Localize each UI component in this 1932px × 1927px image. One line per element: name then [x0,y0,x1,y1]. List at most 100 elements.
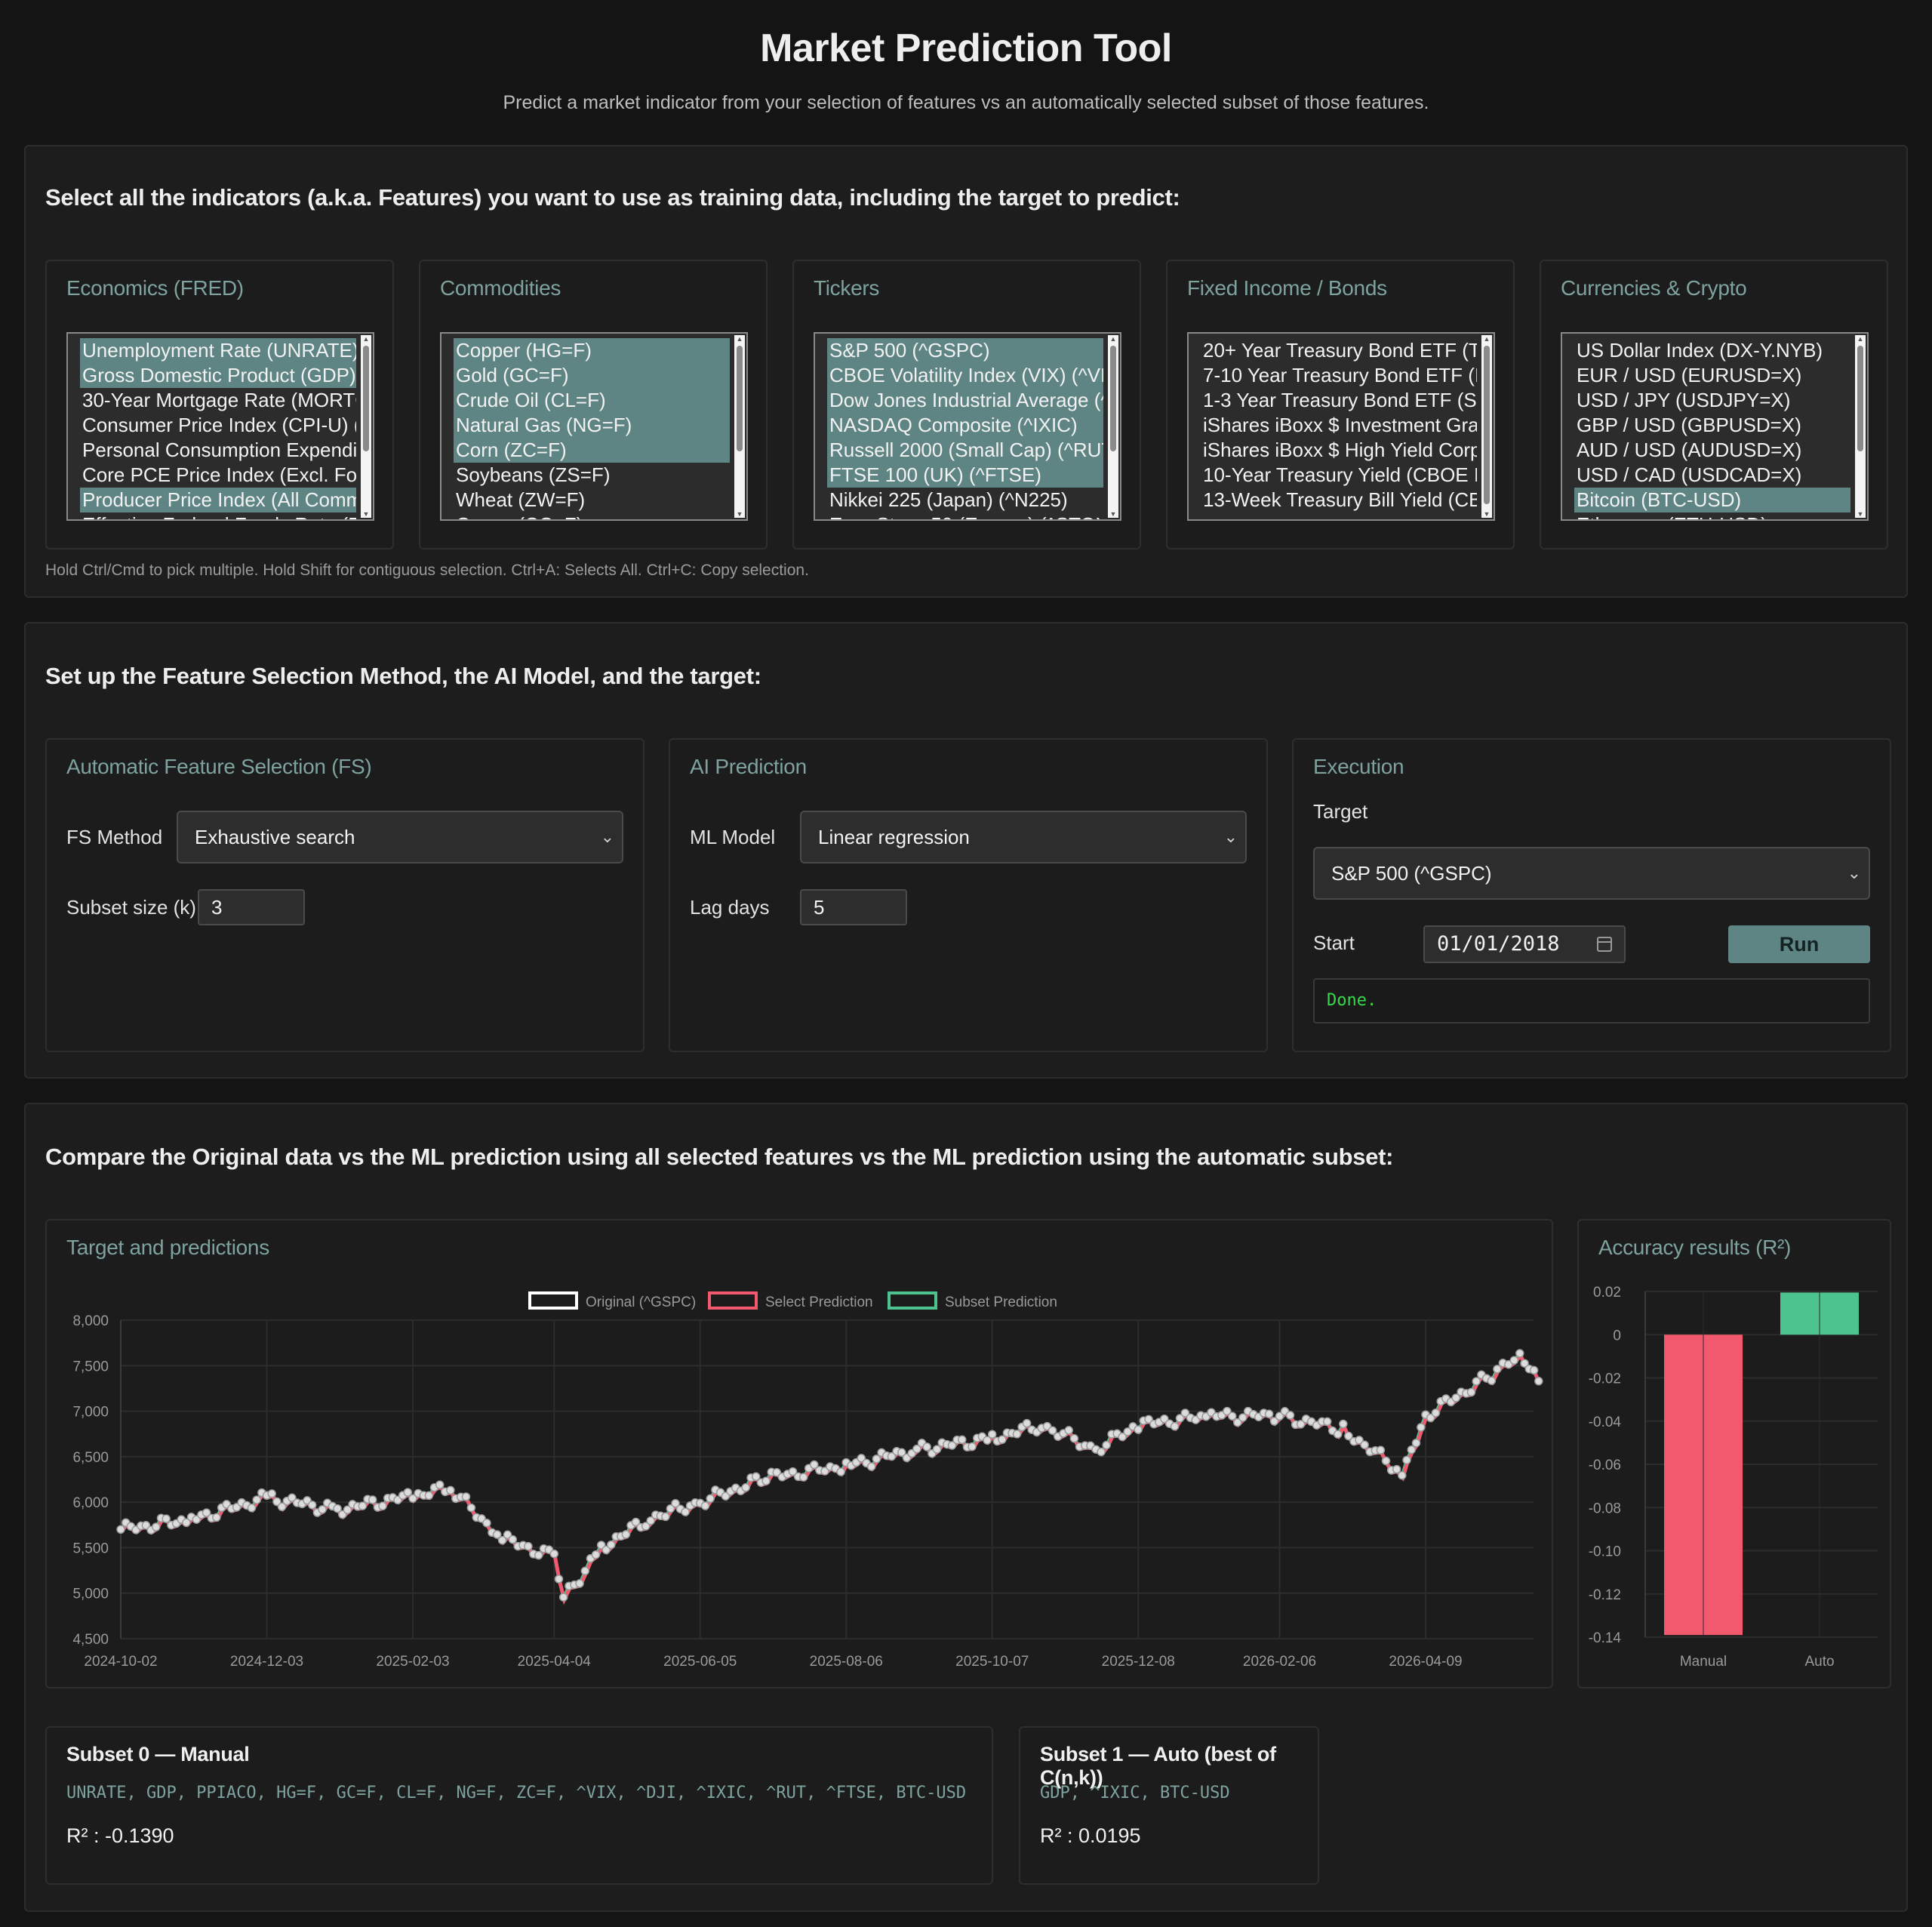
feature-option[interactable]: Russell 2000 (Small Cap) (^RUT) [827,438,1103,463]
lag-days-input[interactable]: 5 [800,889,907,925]
scroll-down-arrow-icon[interactable]: ▼ [1483,510,1491,518]
original-point [836,1467,845,1476]
feature-option[interactable]: Personal Consumption Expenditures [82,439,356,461]
original-point [1012,1430,1022,1439]
y-tick-label: -0.02 [1589,1371,1621,1387]
feature-option[interactable]: 7-10 Year Treasury Bond ETF (IEF) [1203,364,1477,386]
scroll-up-arrow-icon[interactable]: ▲ [1109,335,1117,343]
feature-option[interactable]: US Dollar Index (DX-Y.NYB) [1577,339,1823,362]
feature-option[interactable]: Soybeans (ZS=F) [456,463,611,486]
scroll-up-arrow-icon[interactable]: ▲ [1857,335,1864,343]
feature-option[interactable]: Copper (HG=F) [454,338,730,363]
original-point [1022,1418,1032,1428]
calendar-icon[interactable] [1597,937,1612,952]
feature-listbox[interactable]: 20+ Year Treasury Bond ETF (TLT)7-10 Yea… [1187,332,1495,521]
y-tick-label: 5,500 [72,1541,109,1556]
original-point [998,1435,1007,1445]
feature-option[interactable]: USD / CAD (USDCAD=X) [1577,463,1802,486]
feature-listbox[interactable]: S&P 500 (^GSPC) CBOE Volatility Index (VI… [814,332,1121,521]
feature-option[interactable]: Natural Gas (NG=F) [454,413,730,438]
original-point [741,1483,750,1492]
original-point [202,1508,211,1517]
feature-option[interactable]: iShares iBoxx $ Investment Grade (LQD) [1203,414,1477,436]
feature-option[interactable]: FTSE 100 (UK) (^FTSE) [827,463,1103,488]
feature-option[interactable]: 1-3 Year Treasury Bond ETF (SHY) [1203,389,1477,411]
scroll-thumb[interactable] [1484,346,1490,504]
subset-manual-r2: R² : -0.1390 [66,1824,174,1847]
feature-option[interactable]: Gross Domestic Product (GDP) [80,363,356,388]
feature-option[interactable]: Crude Oil (CL=F) [454,388,730,413]
feature-option[interactable]: Corn (ZC=F) [454,438,730,463]
feature-option[interactable]: Nikkei 225 (Japan) (^N225) [829,488,1068,511]
original-point [1431,1408,1441,1418]
scroll-thumb[interactable] [363,346,369,451]
listbox-scrollbar[interactable]: ▲ ▼ [1855,335,1866,518]
subset-prediction-line [119,1350,1540,1602]
feature-option[interactable]: Unemployment Rate (UNRATE) [80,338,356,363]
feature-option[interactable]: GBP / USD (GBPUSD=X) [1577,414,1801,436]
feature-listbox[interactable]: Unemployment Rate (UNRATE) Gross Domestic… [66,332,374,521]
original-point [1333,1430,1343,1439]
feature-option[interactable]: Effective Federal Funds Rate (FEDFUNDS) [80,513,356,519]
feature-option[interactable]: 10-Year Treasury Yield (CBOE Interest Ra… [1203,463,1477,486]
scroll-down-arrow-icon[interactable]: ▼ [362,510,370,518]
listbox-scrollbar[interactable]: ▲ ▼ [361,335,371,518]
feature-listbox[interactable]: Copper (HG=F) Gold (GC=F) Crude Oil (CL=F)… [440,332,748,521]
feature-option[interactable]: AUD / USD (AUDUSD=X) [1577,439,1802,461]
feature-option[interactable]: Euro Stoxx 50 (Europe) (^STOXX50E) [827,513,1103,519]
feature-option[interactable]: Dow Jones Industrial Average (^DJI) [827,388,1103,413]
selection-hint: Hold Ctrl/Cmd to pick multiple. Hold Shi… [45,562,809,579]
legend-label: Subset Prediction [945,1294,1057,1310]
feature-option[interactable]: 30-Year Mortgage Rate (MORTGAGE30US) [82,389,356,411]
listbox-scrollbar[interactable]: ▲ ▼ [734,335,745,518]
feature-option[interactable]: S&P 500 (^GSPC) [827,338,1103,363]
scroll-up-arrow-icon[interactable]: ▲ [1483,335,1491,343]
fs-method-select[interactable]: Exhaustive search ⌄ [177,811,623,863]
feature-option[interactable]: Cocoa (CC=F) [454,513,730,519]
feature-option[interactable]: 13-Week Treasury Bill Yield (CBOE) [1203,488,1477,511]
feature-option[interactable]: 20+ Year Treasury Bond ETF (TLT) [1203,339,1477,362]
x-tick-label: 2025-10-07 [955,1654,1029,1670]
original-point [1407,1445,1417,1454]
scroll-thumb[interactable] [737,346,743,451]
scroll-up-arrow-icon[interactable]: ▲ [362,335,370,343]
listbox-scrollbar[interactable]: ▲ ▼ [1108,335,1118,518]
original-point [333,1504,342,1513]
feature-option[interactable]: Gold (GC=F) [454,363,730,388]
feature-listbox[interactable]: US Dollar Index (DX-Y.NYB) EUR / USD (EUR… [1561,332,1869,521]
target-select[interactable]: S&P 500 (^GSPC) ⌄ [1313,847,1870,900]
feature-option[interactable]: Wheat (ZW=F) [456,488,586,511]
scroll-up-arrow-icon[interactable]: ▲ [736,335,743,343]
scroll-down-arrow-icon[interactable]: ▼ [1109,510,1117,518]
original-point [987,1430,997,1439]
run-button[interactable]: Run [1728,925,1870,963]
ml-model-select[interactable]: Linear regression ⌄ [800,811,1247,863]
original-point [497,1535,507,1545]
original-point [272,1497,281,1507]
scroll-thumb[interactable] [1110,346,1116,451]
feature-option[interactable]: Bitcoin (BTC-USD) [1574,488,1850,513]
fs-method-label: FS Method [66,826,163,848]
feature-option[interactable]: USD / JPY (USDJPY=X) [1577,389,1791,411]
x-tick-label: 2024-10-02 [84,1654,157,1670]
feature-option[interactable]: CBOE Volatility Index (VIX) (^VIX) [827,363,1103,388]
scroll-thumb[interactable] [1857,346,1863,451]
feature-option[interactable]: EUR / USD (EURUSD=X) [1577,364,1802,386]
chevron-down-icon: ⌄ [1847,863,1861,882]
feature-option[interactable]: Producer Price Index (All Commodities) [80,488,356,513]
listbox-scrollbar[interactable]: ▲ ▼ [1481,335,1492,518]
scroll-down-arrow-icon[interactable]: ▼ [1857,510,1864,518]
feature-option[interactable]: Consumer Price Index (CPI-U) (CPIAUCSL) [82,414,356,436]
feature-option[interactable]: NASDAQ Composite (^IXIC) [827,413,1103,438]
original-point [1534,1377,1543,1386]
scroll-down-arrow-icon[interactable]: ▼ [736,510,743,518]
feature-option[interactable]: Ethereum (ETH-USD) [1574,513,1850,519]
feature-option[interactable]: iShares iBoxx $ High Yield Corp (HYG) [1203,439,1477,461]
original-point [549,1549,559,1559]
feature-option[interactable]: Core PCE Price Index (Excl. Food & Energ… [82,463,356,486]
subset-size-input[interactable]: 3 [198,889,305,925]
legend-swatch [708,1291,758,1310]
start-date-input[interactable]: 01/01/2018 [1423,925,1626,963]
original-point [607,1540,616,1550]
target-value: S&P 500 (^GSPC) [1331,862,1492,885]
